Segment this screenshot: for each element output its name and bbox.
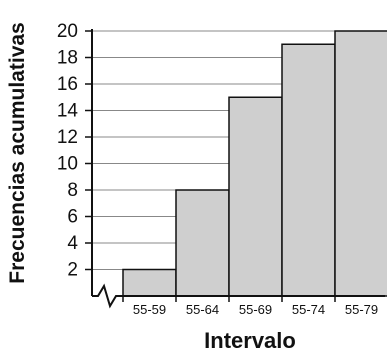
bar-55-74 — [281, 43, 336, 297]
x-tick-label-55-59: 55-59 — [133, 302, 166, 317]
x-tick-label-55-69: 55-69 — [239, 302, 272, 317]
bar-55-64 — [175, 189, 230, 297]
y-tick-label-20: 20 — [57, 21, 78, 42]
y-tick-label-18: 18 — [57, 48, 78, 69]
x-axis-title: Intervalo — [204, 328, 296, 353]
x-tick-labels: 55-59 55-64 55-69 55-74 55-79 — [133, 302, 378, 317]
y-tick-label-6: 6 — [67, 207, 78, 228]
x-tick-label-55-74: 55-74 — [292, 302, 325, 317]
y-tick-label-4: 4 — [67, 233, 78, 254]
y-tick-label-8: 8 — [67, 180, 78, 201]
bar-55-69 — [228, 96, 283, 297]
y-tick-label-14: 14 — [57, 101, 79, 122]
y-tick-labels: 2 4 6 8 10 12 14 16 18 20 — [57, 21, 79, 281]
y-axis-title: Frecuencias acumulativas — [6, 22, 29, 283]
axes — [85, 29, 385, 309]
y-tick-label-12: 12 — [57, 127, 78, 148]
bar-55-79 — [334, 30, 387, 297]
bar-55-59 — [122, 268, 177, 297]
x-tick-label-55-64: 55-64 — [186, 302, 219, 317]
y-tick-label-16: 16 — [57, 74, 78, 95]
x-axis-line — [92, 283, 385, 309]
y-tick-label-10: 10 — [57, 154, 78, 175]
y-tick-label-2: 2 — [67, 260, 78, 281]
x-tick-label-55-79: 55-79 — [345, 302, 378, 317]
